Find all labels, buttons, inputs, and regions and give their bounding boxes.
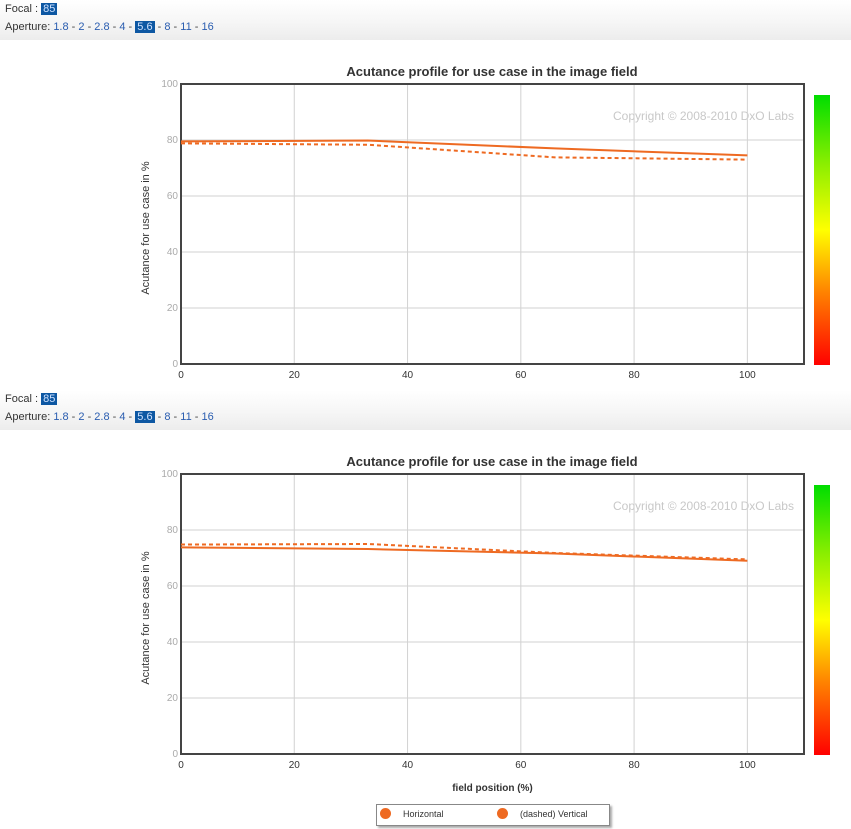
aperture-option-11[interactable]: 11 (180, 21, 192, 33)
y-tick-label: 20 (167, 693, 179, 704)
aperture-separator: - (170, 411, 181, 423)
plot-frame (180, 473, 805, 755)
y-tick-label: 100 (161, 79, 178, 90)
x-tick-label: 80 (629, 760, 641, 771)
y-tick-label: 0 (172, 749, 178, 760)
plot-frame (180, 83, 805, 365)
aperture-option-8[interactable]: 8 (164, 411, 171, 423)
aperture-separator: - (125, 21, 136, 33)
aperture-separator: - (170, 21, 181, 33)
x-axis-label: field position (%) (452, 783, 533, 794)
aperture-separator: - (84, 411, 95, 423)
y-tick-label: 80 (167, 135, 179, 146)
focal-value[interactable]: 85 (41, 393, 58, 405)
aperture-option-16[interactable]: 16 (201, 411, 214, 423)
aperture-option-8[interactable]: 8 (164, 21, 171, 33)
aperture-separator: - (84, 21, 95, 33)
x-tick-label: 0 (178, 370, 184, 381)
x-tick-label: 100 (739, 370, 756, 381)
y-tick-label: 60 (167, 191, 179, 202)
aperture-option-4[interactable]: 4 (119, 411, 126, 423)
aperture-options: 1.8 - 2 - 2.8 - 4 - 5.6 - 8 - 11 - 16 (53, 411, 214, 423)
selector-header (0, 0, 851, 40)
series-line-vertical (180, 542, 748, 561)
y-tick-label: 0 (172, 359, 178, 370)
aperture-selector: Aperture: 1.8 - 2 - 2.8 - 4 - 5.6 - 8 - … (5, 20, 214, 34)
aperture-label: Aperture: (5, 21, 51, 33)
focal-label: Focal : (5, 3, 39, 15)
aperture-separator: - (154, 21, 165, 33)
aperture-separator: - (125, 411, 136, 423)
x-tick-label: 60 (515, 760, 527, 771)
y-tick-label: 60 (167, 581, 179, 592)
legend-marker-horizontal (380, 808, 391, 819)
legend-marker-vertical (497, 808, 508, 819)
aperture-option-1-8[interactable]: 1.8 (53, 21, 69, 33)
x-tick-label: 80 (629, 370, 641, 381)
selector-header (0, 390, 851, 430)
x-tick-label: 0 (178, 760, 184, 771)
focal-label: Focal : (5, 393, 39, 405)
aperture-option-2-8[interactable]: 2.8 (94, 21, 110, 33)
aperture-option-4[interactable]: 4 (119, 21, 126, 33)
x-tick-label: 40 (402, 370, 414, 381)
x-tick-label: 40 (402, 760, 414, 771)
focal-value[interactable]: 85 (41, 3, 58, 15)
y-tick-label: 40 (167, 247, 179, 258)
copyright-watermark: Copyright © 2008-2010 DxO Labs (613, 109, 794, 123)
line-chart-top: 0 20 40 60 80 100 0 20 40 60 80 100 (161, 79, 805, 381)
y-tick-label: 100 (161, 469, 178, 480)
aperture-separator: - (191, 21, 202, 33)
color-scale-bar (814, 95, 830, 365)
aperture-separator: - (68, 21, 79, 33)
aperture-separator: - (109, 411, 120, 423)
y-tick-label: 80 (167, 525, 179, 536)
legend-label-vertical: (dashed) Vertical (520, 808, 588, 819)
y-tick-label: 20 (167, 303, 179, 314)
aperture-option-2[interactable]: 2 (78, 411, 85, 423)
focal-selector: Focal : 85 (5, 392, 58, 406)
aperture-option-2[interactable]: 2 (78, 21, 85, 33)
series-line-horizontal (180, 139, 748, 157)
x-tick-label: 100 (739, 760, 756, 771)
x-tick-label: 60 (515, 370, 527, 381)
aperture-option-5-6[interactable]: 5.6 (135, 411, 155, 423)
focal-selector: Focal : 85 (5, 2, 58, 16)
aperture-label: Aperture: (5, 411, 51, 423)
aperture-separator: - (191, 411, 202, 423)
aperture-option-5-6[interactable]: 5.6 (135, 21, 155, 33)
chart-panel-bottom: Focal : 85 Aperture: 1.8 - 2 - 2.8 - 4 -… (0, 390, 851, 829)
aperture-separator: - (109, 21, 120, 33)
aperture-option-11[interactable]: 11 (180, 411, 192, 423)
aperture-selector: Aperture: 1.8 - 2 - 2.8 - 4 - 5.6 - 8 - … (5, 410, 214, 424)
series-line-vertical (180, 142, 748, 161)
legend-item-horizontal[interactable]: Horizontal (380, 808, 444, 819)
aperture-options: 1.8 - 2 - 2.8 - 4 - 5.6 - 8 - 11 - 16 (53, 21, 214, 33)
legend-item-vertical[interactable]: (dashed) Vertical (497, 808, 588, 819)
x-tick-label: 20 (289, 370, 301, 381)
chart-title: Acutance profile for use case in the ima… (346, 454, 638, 469)
aperture-option-1-8[interactable]: 1.8 (53, 411, 69, 423)
y-tick-label: 40 (167, 637, 179, 648)
color-scale-bar (814, 485, 830, 755)
aperture-option-16[interactable]: 16 (201, 21, 214, 33)
line-chart-bottom: 0 20 40 60 80 100 0 20 40 60 80 100 (161, 469, 805, 771)
aperture-separator: - (68, 411, 79, 423)
copyright-watermark: Copyright © 2008-2010 DxO Labs (613, 499, 794, 513)
x-tick-label: 20 (289, 760, 301, 771)
legend-label-horizontal: Horizontal (403, 808, 444, 819)
chart-panel-top: Focal : 85 Aperture: 1.8 - 2 - 2.8 - 4 -… (0, 0, 851, 390)
chart-title: Acutance profile for use case in the ima… (346, 64, 638, 79)
aperture-separator: - (154, 411, 165, 423)
aperture-option-2-8[interactable]: 2.8 (94, 411, 110, 423)
chart-legend: Horizontal (dashed) Vertical (376, 804, 610, 826)
